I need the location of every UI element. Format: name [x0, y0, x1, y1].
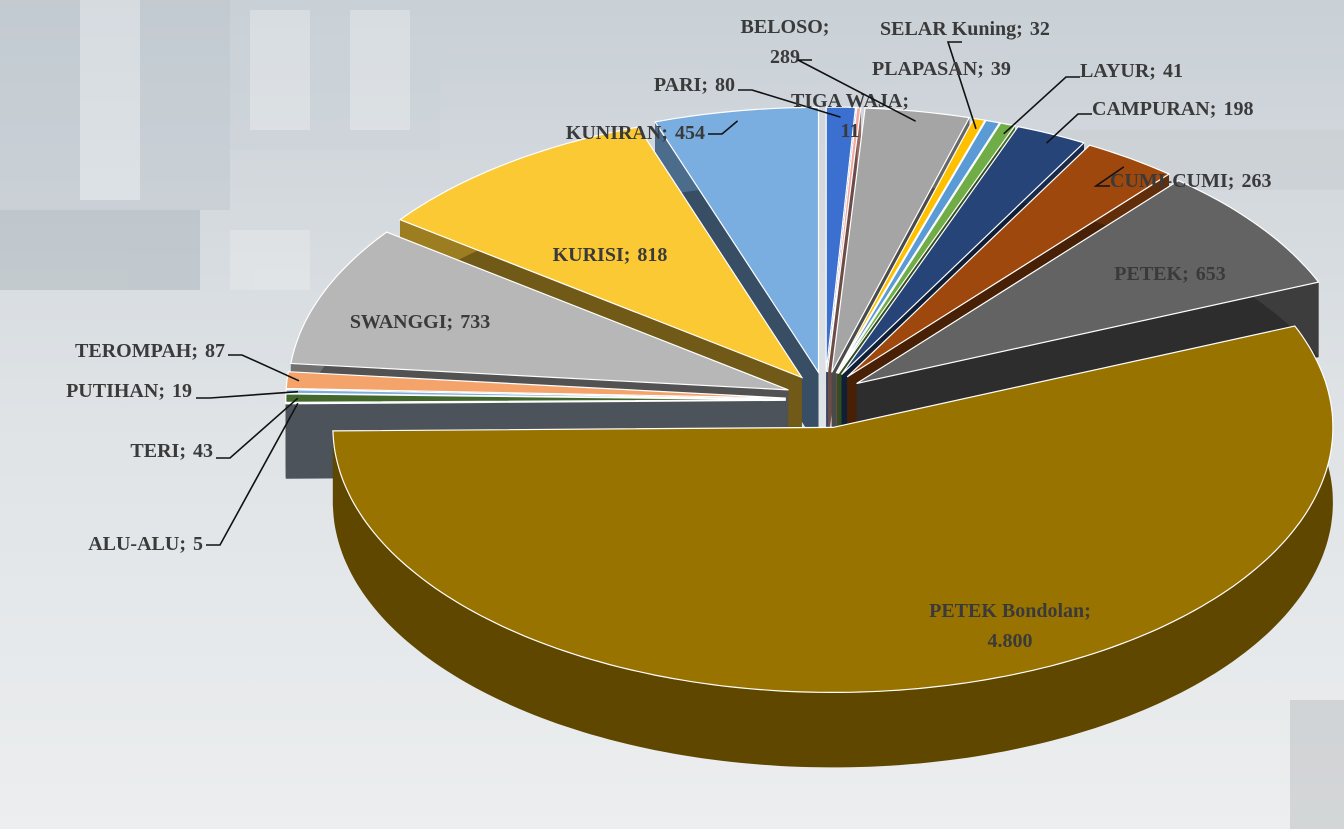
slice: [398, 126, 804, 379]
label-separator: ;: [179, 533, 186, 555]
label-separator: ;: [1016, 18, 1023, 40]
data-label: PLAPASAN; 39: [872, 58, 1011, 80]
data-label: PARI; 80: [654, 74, 735, 96]
data-label: SWANGGI; 733: [350, 311, 490, 333]
label-category: TEROMPAH: [75, 340, 192, 362]
label-value: 454: [675, 122, 705, 144]
label-value: 263: [1241, 170, 1271, 192]
data-label: CUMI-CUMI; 263: [1110, 170, 1271, 192]
label-value: 87: [205, 340, 225, 362]
slice: [285, 371, 786, 399]
data-label: PETEK; 653: [1114, 263, 1225, 285]
label-category: SWANGGI: [350, 311, 447, 333]
slice: [826, 106, 862, 373]
label-separator: ;: [661, 122, 668, 144]
label-separator: ;: [701, 74, 708, 96]
label-value: 289: [770, 46, 800, 68]
label-category: PETEK Bondolan: [929, 600, 1084, 622]
slice: [837, 122, 1016, 375]
slice: [825, 106, 857, 373]
leader-line: [946, 41, 977, 130]
data-label: TEROMPAH; 87: [75, 340, 225, 362]
data-label: PUTIHAN; 19: [66, 380, 192, 402]
label-value: 32: [1030, 18, 1050, 40]
slice: [856, 179, 1320, 385]
slice: [831, 107, 971, 373]
slice: [841, 126, 1086, 376]
slice: [332, 325, 1334, 693]
label-separator: ;: [902, 90, 909, 112]
label-separator: ;: [1210, 98, 1217, 120]
data-labels: PARI; 80 TIGA WAJA; 11 BELOSO; 289 SELAR Kunin…: [66, 16, 1271, 652]
leader-line: [1045, 113, 1092, 144]
slice: [285, 399, 786, 405]
label-separator: ;: [977, 58, 984, 80]
label-separator: ;: [1182, 263, 1189, 285]
label-value: 19: [172, 380, 192, 402]
data-label: BELOSO; 289: [741, 16, 830, 68]
label-value: 4.800: [988, 630, 1033, 652]
leader-line: [708, 120, 739, 135]
label-separator: ;: [624, 244, 631, 266]
data-label: TIGA WAJA; 11: [791, 90, 909, 142]
label-separator: ;: [823, 16, 830, 38]
data-label: LAYUR; 41: [1080, 60, 1183, 82]
leader-line: [1093, 166, 1125, 187]
label-category: PARI: [654, 74, 702, 96]
leader-line: [797, 59, 916, 122]
label-separator: ;: [1084, 600, 1091, 622]
label-separator: ;: [179, 440, 186, 462]
leader-line: [738, 89, 841, 118]
data-label: SELAR Kuning; 32: [880, 18, 1050, 40]
leader-line: [206, 402, 299, 546]
label-category: PLAPASAN: [872, 58, 978, 80]
label-category: KURISI: [553, 244, 624, 266]
label-value: 80: [715, 74, 735, 96]
label-separator: ;: [1149, 60, 1156, 82]
label-value: 5: [193, 533, 203, 555]
label-category: ALU-ALU: [88, 533, 179, 555]
data-label: TERI; 43: [130, 440, 213, 462]
slice: [836, 119, 1001, 374]
label-category: CUMI-CUMI: [1110, 170, 1228, 192]
label-category: SELAR Kuning: [880, 18, 1016, 40]
label-value: 43: [193, 440, 213, 462]
data-label: CAMPURAN; 198: [1092, 98, 1253, 120]
slice: [290, 231, 789, 391]
label-value: 653: [1196, 263, 1226, 285]
label-value: 39: [991, 58, 1011, 80]
label-separator: ;: [158, 380, 165, 402]
label-category: TERI: [130, 440, 179, 462]
leader-line: [1003, 76, 1080, 135]
label-category: KUNIRAN: [566, 122, 662, 144]
label-category: PUTIHAN: [66, 380, 159, 402]
data-label: PETEK Bondolan; 4.800: [929, 600, 1091, 652]
data-label: KUNIRAN; 454: [566, 122, 705, 144]
label-category: CAMPURAN: [1092, 98, 1210, 120]
slice: [846, 144, 1171, 378]
pie-tops: [285, 106, 1334, 693]
leader-line: [228, 354, 300, 382]
label-category: LAYUR: [1080, 60, 1150, 82]
label-category: TIGA WAJA: [791, 90, 903, 112]
data-label: KURISI; 818: [553, 244, 668, 266]
label-separator: ;: [191, 340, 198, 362]
label-value: 11: [841, 120, 860, 142]
label-separator: ;: [1228, 170, 1235, 192]
data-label: ALU-ALU; 5: [88, 533, 203, 555]
label-value: 818: [637, 244, 667, 266]
label-value: 198: [1223, 98, 1253, 120]
label-value: 733: [460, 311, 490, 333]
leader-line: [216, 397, 299, 459]
label-value: 41: [1163, 60, 1183, 82]
leader-line: [196, 390, 299, 399]
slice: [653, 106, 820, 375]
label-separator: ;: [447, 311, 454, 333]
label-category: BELOSO: [741, 16, 823, 38]
slice: [835, 117, 987, 374]
label-category: PETEK: [1114, 263, 1182, 285]
